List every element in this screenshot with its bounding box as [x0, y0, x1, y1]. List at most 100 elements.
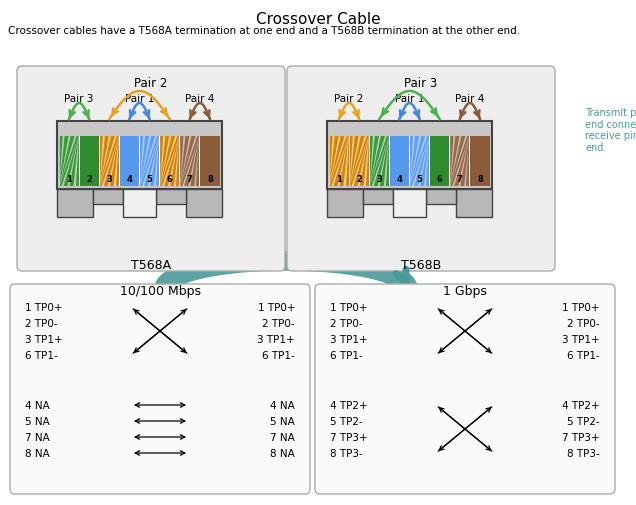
- Bar: [329, 137, 349, 187]
- Bar: [393, 189, 426, 218]
- Text: 4: 4: [396, 175, 403, 184]
- Polygon shape: [329, 137, 338, 187]
- Polygon shape: [350, 137, 359, 187]
- Text: 5 TP2-: 5 TP2-: [567, 416, 600, 426]
- Text: Pair 1: Pair 1: [395, 94, 424, 104]
- Polygon shape: [160, 137, 163, 187]
- Polygon shape: [64, 137, 79, 187]
- Polygon shape: [76, 137, 79, 187]
- Polygon shape: [374, 137, 389, 187]
- Polygon shape: [359, 137, 369, 187]
- Bar: [160, 137, 179, 187]
- Bar: [59, 137, 220, 187]
- Bar: [350, 137, 369, 187]
- Text: 5 TP2-: 5 TP2-: [330, 416, 363, 426]
- Polygon shape: [110, 137, 119, 187]
- Polygon shape: [333, 137, 349, 187]
- Polygon shape: [184, 137, 199, 187]
- Polygon shape: [140, 137, 155, 187]
- Polygon shape: [450, 137, 459, 187]
- Polygon shape: [370, 137, 385, 187]
- Text: Pair 2: Pair 2: [134, 77, 168, 90]
- Text: 2 TP0-: 2 TP0-: [567, 318, 600, 328]
- Text: 4: 4: [127, 175, 132, 184]
- Polygon shape: [100, 137, 119, 187]
- Polygon shape: [60, 137, 74, 187]
- Text: 7 NA: 7 NA: [270, 432, 295, 442]
- Text: 5: 5: [147, 175, 153, 184]
- Polygon shape: [180, 137, 195, 187]
- Polygon shape: [450, 137, 466, 187]
- Polygon shape: [156, 137, 159, 187]
- Text: Pair 1: Pair 1: [125, 94, 154, 104]
- Text: Pair 3: Pair 3: [404, 77, 438, 90]
- Bar: [327, 189, 363, 218]
- Text: 1: 1: [336, 175, 342, 184]
- Text: 3 TP1+: 3 TP1+: [562, 334, 600, 344]
- Polygon shape: [160, 137, 179, 187]
- Polygon shape: [454, 137, 469, 187]
- Polygon shape: [60, 137, 69, 187]
- Polygon shape: [370, 137, 373, 187]
- Polygon shape: [366, 137, 369, 187]
- Polygon shape: [160, 137, 169, 187]
- Text: 7: 7: [457, 175, 462, 184]
- Bar: [156, 189, 186, 205]
- Text: 4 NA: 4 NA: [270, 400, 295, 410]
- Text: 8: 8: [477, 175, 483, 184]
- Text: 8 TP3-: 8 TP3-: [330, 448, 363, 458]
- Text: 7 NA: 7 NA: [25, 432, 50, 442]
- Polygon shape: [450, 137, 469, 187]
- Bar: [456, 189, 492, 218]
- Text: Pair 4: Pair 4: [185, 94, 214, 104]
- Polygon shape: [354, 137, 369, 187]
- Bar: [430, 137, 449, 187]
- Bar: [57, 122, 222, 189]
- Polygon shape: [410, 137, 419, 187]
- Text: 1 TP0+: 1 TP0+: [330, 302, 368, 313]
- Text: 1: 1: [66, 175, 72, 184]
- Text: 8 NA: 8 NA: [270, 448, 295, 458]
- Text: 3 TP1+: 3 TP1+: [258, 334, 295, 344]
- Polygon shape: [160, 137, 176, 187]
- Text: 1 TP0+: 1 TP0+: [258, 302, 295, 313]
- Text: 6: 6: [167, 175, 172, 184]
- Polygon shape: [350, 137, 353, 187]
- Bar: [329, 137, 490, 187]
- Polygon shape: [410, 137, 425, 187]
- Polygon shape: [420, 137, 429, 187]
- Text: Transmit pins at each
end connect to the
receive pins at the other
end.: Transmit pins at each end connect to the…: [585, 108, 636, 153]
- Bar: [471, 137, 490, 187]
- Polygon shape: [350, 137, 369, 187]
- Bar: [100, 137, 119, 187]
- Text: 2 TP0-: 2 TP0-: [25, 318, 58, 328]
- Polygon shape: [100, 137, 109, 187]
- Text: 4 TP2+: 4 TP2+: [330, 400, 368, 410]
- Text: 3 TP1+: 3 TP1+: [330, 334, 368, 344]
- Polygon shape: [180, 137, 199, 187]
- Text: T568B: T568B: [401, 259, 441, 272]
- Text: 1 TP0+: 1 TP0+: [25, 302, 62, 313]
- Polygon shape: [140, 137, 143, 187]
- Text: 6 TP1-: 6 TP1-: [262, 350, 295, 360]
- Polygon shape: [329, 137, 349, 187]
- Text: 3: 3: [377, 175, 382, 184]
- Text: Crossover Cable: Crossover Cable: [256, 12, 380, 27]
- Polygon shape: [60, 137, 79, 187]
- Polygon shape: [140, 137, 159, 187]
- Text: 2: 2: [86, 175, 92, 184]
- Bar: [186, 189, 222, 218]
- Text: 8: 8: [207, 175, 213, 184]
- Bar: [327, 122, 492, 189]
- Bar: [426, 189, 456, 205]
- Polygon shape: [180, 137, 190, 187]
- Polygon shape: [410, 137, 413, 187]
- Text: 4 TP2+: 4 TP2+: [562, 400, 600, 410]
- Text: 8 NA: 8 NA: [25, 448, 50, 458]
- Polygon shape: [350, 137, 365, 187]
- Text: 7 TP3+: 7 TP3+: [330, 432, 368, 442]
- Polygon shape: [340, 137, 349, 187]
- Text: 5 NA: 5 NA: [270, 416, 295, 426]
- Bar: [120, 137, 139, 187]
- Polygon shape: [426, 137, 429, 187]
